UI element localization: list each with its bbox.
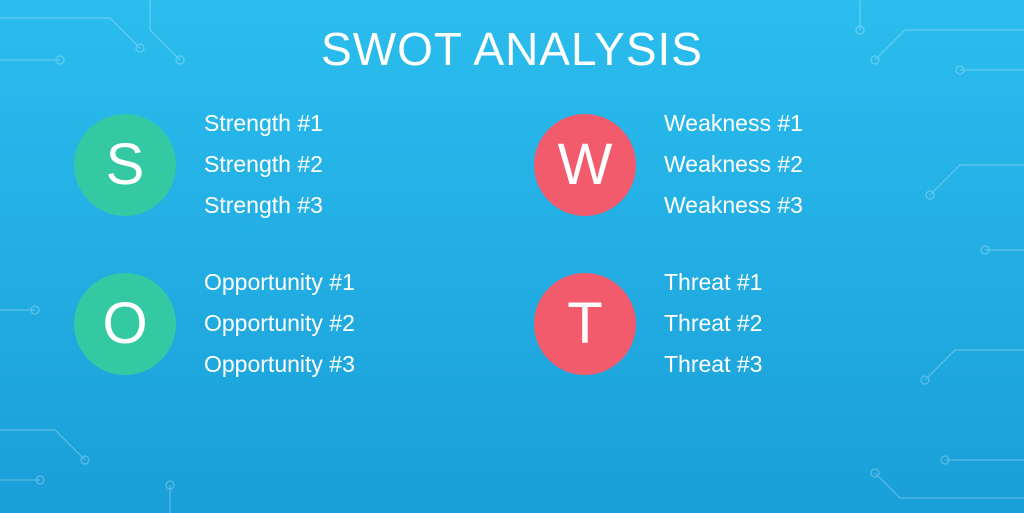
swot-grid: S Strength #1 Strength #2 Strength #3 W …	[74, 110, 954, 378]
strength-item: Strength #2	[204, 151, 323, 178]
page-title: SWOT ANALYSIS	[0, 22, 1024, 76]
badge-s: S	[74, 114, 176, 216]
opportunities-list: Opportunity #1 Opportunity #2 Opportunit…	[204, 269, 355, 378]
strength-item: Strength #1	[204, 110, 323, 137]
weakness-item: Weakness #2	[664, 151, 803, 178]
quadrant-weaknesses: W Weakness #1 Weakness #2 Weakness #3	[534, 110, 954, 219]
weaknesses-list: Weakness #1 Weakness #2 Weakness #3	[664, 110, 803, 219]
threat-item: Threat #1	[664, 269, 762, 296]
strength-item: Strength #3	[204, 192, 323, 219]
weakness-item: Weakness #1	[664, 110, 803, 137]
badge-w: W	[534, 114, 636, 216]
opportunity-item: Opportunity #1	[204, 269, 355, 296]
strengths-list: Strength #1 Strength #2 Strength #3	[204, 110, 323, 219]
opportunity-item: Opportunity #2	[204, 310, 355, 337]
threat-item: Threat #2	[664, 310, 762, 337]
quadrant-strengths: S Strength #1 Strength #2 Strength #3	[74, 110, 494, 219]
threat-item: Threat #3	[664, 351, 762, 378]
threats-list: Threat #1 Threat #2 Threat #3	[664, 269, 762, 378]
badge-t: T	[534, 273, 636, 375]
badge-o: O	[74, 273, 176, 375]
quadrant-opportunities: O Opportunity #1 Opportunity #2 Opportun…	[74, 269, 494, 378]
quadrant-threats: T Threat #1 Threat #2 Threat #3	[534, 269, 954, 378]
opportunity-item: Opportunity #3	[204, 351, 355, 378]
weakness-item: Weakness #3	[664, 192, 803, 219]
